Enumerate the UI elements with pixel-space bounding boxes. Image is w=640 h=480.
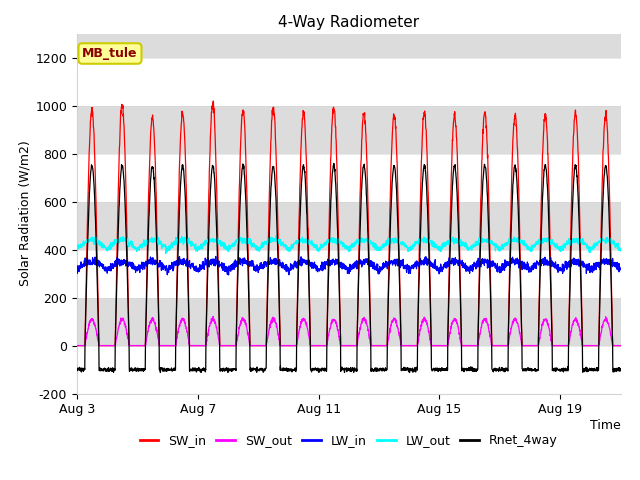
LW_out [194, 247, 202, 253]
SW_out [617, 343, 625, 348]
SW_in [271, 111, 278, 117]
LW_in [125, 262, 133, 268]
Bar [77, 250, 621, 298]
Bar [77, 58, 621, 106]
SW_in [547, 266, 554, 272]
Line: SW_out: SW_out [77, 316, 621, 346]
LW_in [617, 266, 625, 272]
Rnet_4way [367, 321, 374, 327]
Line: SW_in: SW_in [77, 101, 621, 346]
LW_out [162, 251, 170, 256]
Bar [77, 346, 621, 394]
Rnet_4way [330, 160, 338, 166]
Rnet_4way [547, 290, 555, 296]
SW_in [159, 343, 166, 348]
LW_in [225, 272, 232, 278]
LW_in [159, 263, 166, 269]
LW_out [547, 241, 555, 247]
SW_in [366, 305, 374, 311]
Y-axis label: Solar Radiation (W/m2): Solar Radiation (W/m2) [18, 141, 31, 287]
Rnet_4way [125, 369, 133, 374]
LW_in [367, 261, 374, 267]
SW_in [617, 343, 625, 348]
Rnet_4way [159, 368, 166, 374]
Title: 4-Way Radiometer: 4-Way Radiometer [278, 15, 419, 30]
SW_out [73, 343, 81, 348]
LW_out [367, 238, 374, 243]
Line: Rnet_4way: Rnet_4way [77, 163, 621, 372]
LW_out [125, 240, 133, 245]
SW_out [159, 343, 166, 348]
LW_out [617, 246, 625, 252]
LW_out [159, 241, 166, 247]
SW_out [366, 339, 374, 345]
Line: LW_out: LW_out [77, 236, 621, 253]
LW_in [212, 253, 220, 259]
SW_in [209, 98, 217, 104]
Text: MB_tule: MB_tule [82, 47, 138, 60]
SW_out [193, 343, 201, 348]
LW_in [73, 265, 81, 271]
SW_out [209, 313, 217, 319]
Rnet_4way [157, 370, 164, 375]
LW_in [547, 260, 555, 266]
Rnet_4way [617, 368, 625, 374]
Text: Time: Time [590, 419, 621, 432]
SW_in [73, 343, 81, 348]
LW_out [273, 233, 280, 239]
SW_out [125, 343, 133, 348]
SW_out [271, 318, 278, 324]
Rnet_4way [194, 367, 202, 373]
Rnet_4way [73, 368, 81, 374]
SW_in [125, 343, 133, 348]
SW_out [547, 334, 554, 339]
LW_in [193, 268, 201, 274]
LW_in [271, 256, 278, 262]
Line: LW_in: LW_in [77, 256, 621, 275]
LW_out [73, 245, 81, 251]
LW_out [271, 237, 278, 243]
Bar [77, 154, 621, 202]
Rnet_4way [271, 169, 278, 175]
SW_in [193, 343, 201, 348]
Legend: SW_in, SW_out, LW_in, LW_out, Rnet_4way: SW_in, SW_out, LW_in, LW_out, Rnet_4way [134, 429, 563, 452]
